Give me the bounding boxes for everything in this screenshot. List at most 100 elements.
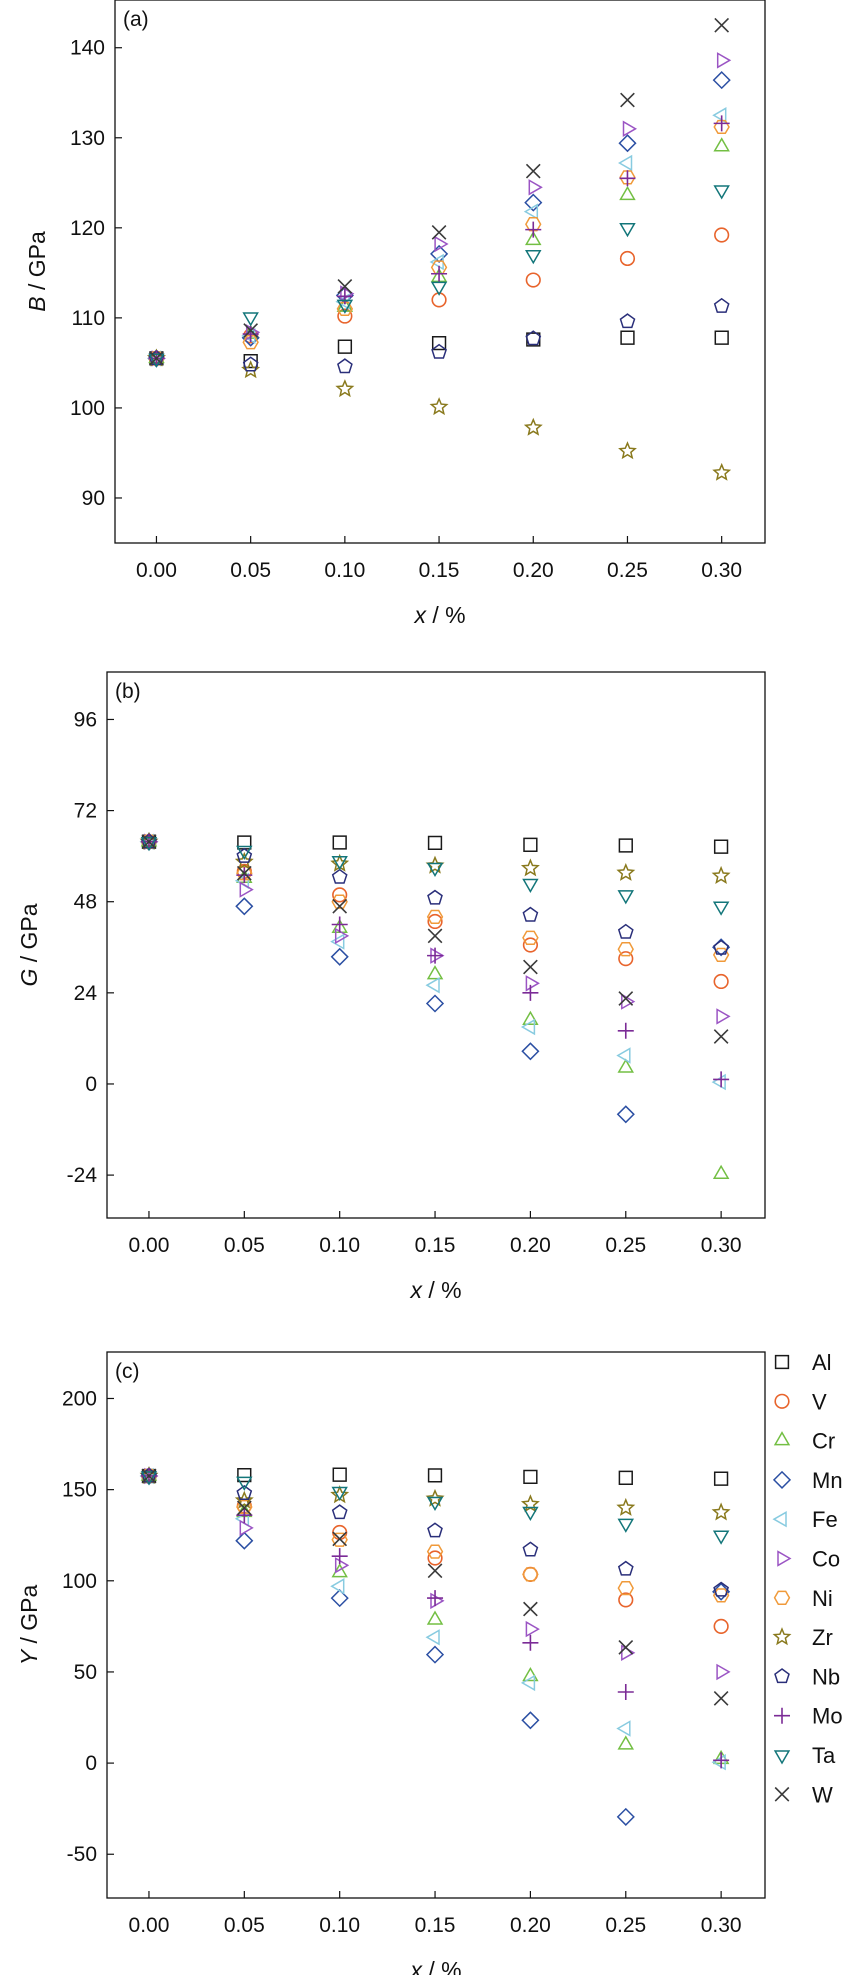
data-point-w [141,1468,157,1484]
data-point-cr [617,1058,634,1073]
data-point-v [337,308,353,324]
data-point-mo [619,170,636,187]
y-tick-label: 0 [85,1752,97,1775]
data-point-al [618,1470,633,1485]
data-point-zr [335,379,355,398]
x-tick-label: 0.20 [510,1914,551,1937]
legend-marker-mo [774,1707,790,1724]
x-tick-label: 0.05 [224,1914,265,1937]
series-ni [148,119,730,366]
data-point-mo [431,265,448,282]
y-tick-label: 96 [74,708,97,731]
data-point-v [332,1524,348,1541]
legend-marker-v [774,1393,790,1409]
plot-frame [114,0,766,544]
data-point-fe [425,1629,440,1646]
data-point-nb [713,1581,729,1597]
data-point-ta [712,901,730,916]
series-mo [140,833,730,1088]
data-point-fe [711,1073,726,1091]
data-point-mn [425,1645,445,1664]
data-point-nb [713,297,730,313]
x-axis-label-unit: / % [422,1957,462,1975]
y-tick-label: 110 [72,307,105,330]
data-point-cr [426,1610,444,1625]
x-tick-label: 0.30 [701,1234,742,1257]
y-axis-label: G / GPa [16,903,42,986]
x-axis-label-var: x [409,1277,423,1303]
data-point-v [713,1618,729,1634]
data-point-ta [236,845,253,861]
data-point-zr [520,858,540,877]
data-point-v [618,951,634,967]
data-point-mn [430,244,449,263]
data-point-ta [331,855,348,871]
data-point-v [714,227,730,243]
data-point-nb [331,1504,348,1520]
data-point-ni [242,335,259,350]
data-point-zr [429,397,449,416]
data-point-zr [711,1502,731,1521]
legend-marker-cr [773,1431,791,1446]
data-point-fe [330,933,345,950]
legend-marker-zr [772,1627,792,1646]
data-point-al [523,837,538,852]
legend-label: Mn [812,1468,843,1493]
data-point-ni [426,909,444,925]
data-point-ni [617,942,634,957]
data-point-mn [712,71,731,90]
data-point-al [337,339,353,354]
data-point-co [334,1557,350,1574]
data-point-ni [331,894,348,909]
data-point-cr [713,137,730,152]
y-axis-label: Y / GPa [16,1585,42,1666]
data-point-nb [331,868,348,884]
series-ta [140,836,730,916]
x-axis-label-unit: / % [426,602,466,628]
series-al [149,330,729,369]
data-point-mo [522,1634,539,1651]
legend-marker-ta [773,1750,791,1765]
series-cr [148,137,730,364]
data-point-ta [712,1530,730,1545]
y-tick-label: 90 [82,487,105,510]
data-point-v [332,887,348,903]
x-tick-label: 0.05 [224,1234,265,1257]
data-point-v [619,250,636,267]
data-point-mo [331,916,348,933]
panel-label: (c) [115,1360,140,1383]
legend-marker-fe [772,1511,787,1528]
data-point-w [332,898,348,914]
series-v [141,1468,729,1634]
data-point-mo [427,947,444,964]
data-point-v [618,1592,634,1608]
series-cr [140,1466,730,1765]
data-point-ni [617,1580,634,1596]
data-point-co [716,1008,731,1025]
data-point-fe [520,1674,536,1692]
data-point-nb [525,330,542,346]
x-axis-label: x / % [413,602,465,628]
data-point-w [427,1563,443,1579]
data-point-nb [431,343,447,359]
x-tick-label: 0.25 [605,1914,646,1937]
data-point-al [618,838,633,853]
data-point-al [713,839,729,854]
data-point-ta [426,862,444,877]
data-point-mn [712,1582,731,1601]
data-point-w [236,1500,252,1516]
data-point-mn [616,1105,635,1124]
data-point-cr [712,1164,730,1180]
y-tick-label: 24 [74,982,98,1005]
data-point-mo [525,221,542,238]
data-point-fe [616,1720,631,1737]
legend-label: Ta [812,1743,836,1768]
series-ni [140,834,730,962]
data-point-mo [617,1684,634,1700]
data-point-mn [425,994,445,1013]
data-point-mn [235,897,254,916]
x-tick-label: 0.20 [513,559,554,582]
data-point-v [525,272,541,288]
data-point-mo [427,1590,444,1607]
